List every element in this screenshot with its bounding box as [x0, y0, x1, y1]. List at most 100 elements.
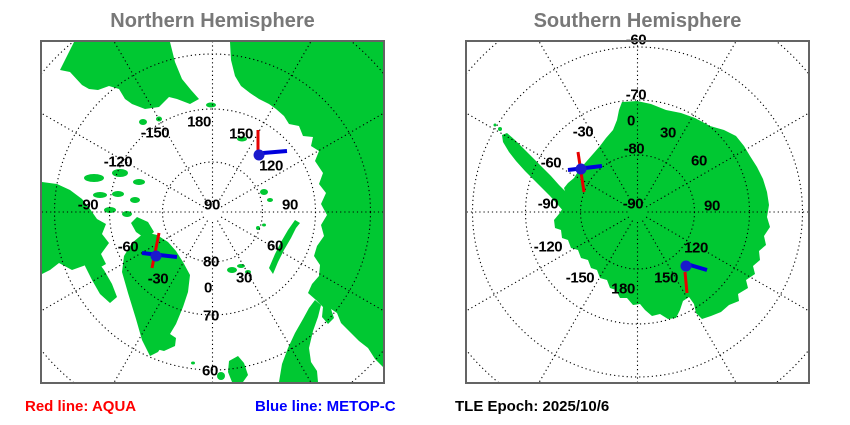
- land-antarctic-peninsula: [502, 133, 575, 216]
- graticule-label: 120: [259, 157, 283, 175]
- metopc-track-segment: [689, 263, 708, 272]
- graticule-label: -60: [625, 31, 647, 49]
- graticule-label: -150: [565, 269, 595, 287]
- land-britain: [228, 356, 248, 382]
- aqua-track-segment: [150, 232, 161, 269]
- graticule-label: 90: [204, 196, 220, 214]
- south-landmasses: [493, 101, 770, 319]
- latitude-circle: [471, 46, 804, 378]
- south-hemisphere-map: -60 -70 0 30 -30 -80 60 -60 -90 -90 90 120 -120 -150 1…: [467, 32, 808, 382]
- graticule-label: -150: [140, 124, 170, 142]
- graticule-label: -80: [623, 140, 645, 158]
- meridian-line: [42, 216, 205, 312]
- graticule-label: -90: [77, 196, 99, 214]
- meridian-line: [220, 216, 383, 312]
- graticule-label: -90: [537, 195, 559, 213]
- land-svalbard: [245, 270, 251, 274]
- land-svalbard: [227, 267, 237, 273]
- graticule-label: -120: [533, 238, 563, 256]
- satellite-position-dot: [575, 163, 587, 175]
- north-landmasses: [42, 42, 383, 382]
- north-map-canvas: [42, 42, 383, 382]
- land-peninsula-islet: [498, 127, 502, 131]
- meridian-line: [642, 220, 737, 382]
- land-franz-josef: [262, 223, 266, 227]
- land-arctic-island: [93, 192, 107, 198]
- land-ireland: [217, 372, 225, 380]
- land-baffin: [84, 252, 117, 303]
- land-new-siberian: [237, 136, 247, 142]
- graticule-label: 80: [203, 253, 219, 271]
- south-hemisphere-title: Southern Hemisphere: [533, 10, 742, 32]
- graticule-label: 60: [691, 152, 707, 170]
- graticule-label: -30: [147, 270, 169, 288]
- graticule-label: 90: [282, 196, 298, 214]
- meridian-line: [538, 42, 633, 204]
- graticule-label: 60: [267, 237, 283, 255]
- north-satellite-markers: [141, 130, 288, 269]
- land-severnaya-zemlya: [260, 189, 268, 195]
- land-arctic-island: [112, 191, 124, 197]
- north-hemisphere-title: Northern Hemisphere: [110, 10, 315, 32]
- graticule-label: -60: [540, 154, 562, 172]
- aqua-track-segment: [683, 271, 689, 294]
- graticule-label: -90: [622, 195, 644, 213]
- land-faroe: [191, 361, 195, 365]
- legend-red-aqua: Red line: AQUA: [25, 398, 137, 415]
- graticule-label: 0: [204, 279, 212, 297]
- graticule-label: 180: [187, 113, 211, 131]
- metopc-track-segment: [262, 149, 288, 155]
- legend-tle-epoch: TLE Epoch: 2025/10/6: [455, 398, 610, 415]
- land-severnaya-zemlya: [267, 198, 273, 202]
- meridian-line: [113, 42, 208, 204]
- meridian-line: [217, 42, 312, 204]
- meridian-line: [217, 220, 312, 382]
- land-arctic-island: [133, 179, 145, 185]
- graticule-label: 30: [660, 124, 676, 142]
- meridian-line: [467, 216, 630, 312]
- land-iceland: [148, 332, 176, 351]
- meridian-line: [645, 216, 808, 312]
- graticule-label: 120: [684, 239, 708, 257]
- meridian-line: [645, 112, 808, 208]
- graticule-label: 150: [654, 269, 678, 287]
- land-wrangel: [206, 102, 216, 108]
- north-hemisphere-map: 180 -150 150 -120 120 -90 90 90 -60 60 -30 30 0 80 70 6…: [42, 42, 383, 382]
- graticule-label: -70: [625, 86, 647, 104]
- legend-blue-metopc: Blue line: METOP-C: [255, 398, 396, 415]
- north-graticule: [42, 42, 383, 382]
- south-map-canvas: [467, 42, 808, 382]
- graticule-label: 0: [627, 112, 635, 130]
- land-arctic-island: [104, 207, 116, 213]
- south-satellite-markers: [567, 151, 708, 294]
- satellite-position-dot: [253, 149, 265, 161]
- land-bering-island: [139, 119, 147, 125]
- land-canada: [42, 182, 109, 274]
- land-scandinavia: [279, 300, 321, 382]
- land-arctic-island: [130, 197, 140, 203]
- meridian-line: [467, 112, 630, 208]
- meridian-line: [642, 42, 737, 204]
- land-eurasia: [230, 42, 383, 367]
- satellite-position-dot: [680, 260, 692, 272]
- meridian-line: [220, 112, 383, 208]
- land-arctic-island: [122, 211, 132, 217]
- graticule-label: 90: [704, 197, 720, 215]
- land-peninsula-islet: [493, 123, 497, 127]
- meridian-line: [42, 112, 205, 208]
- latitude-circle: [161, 161, 264, 263]
- graticule-label: 150: [229, 125, 253, 143]
- land-greenland: [122, 232, 190, 356]
- graticule-label: 60: [202, 362, 218, 380]
- land-svalbard: [237, 264, 245, 268]
- land-arctic-island: [112, 169, 128, 177]
- meridian-line: [113, 220, 208, 382]
- graticule-label: 180: [611, 280, 635, 298]
- graticule-label: -120: [103, 153, 133, 171]
- satellite-position-dot: [150, 250, 162, 262]
- meridian-line: [538, 220, 633, 382]
- graticule-label: 70: [203, 307, 219, 325]
- land-antarctica: [554, 101, 770, 319]
- graticule-label: -60: [117, 238, 139, 256]
